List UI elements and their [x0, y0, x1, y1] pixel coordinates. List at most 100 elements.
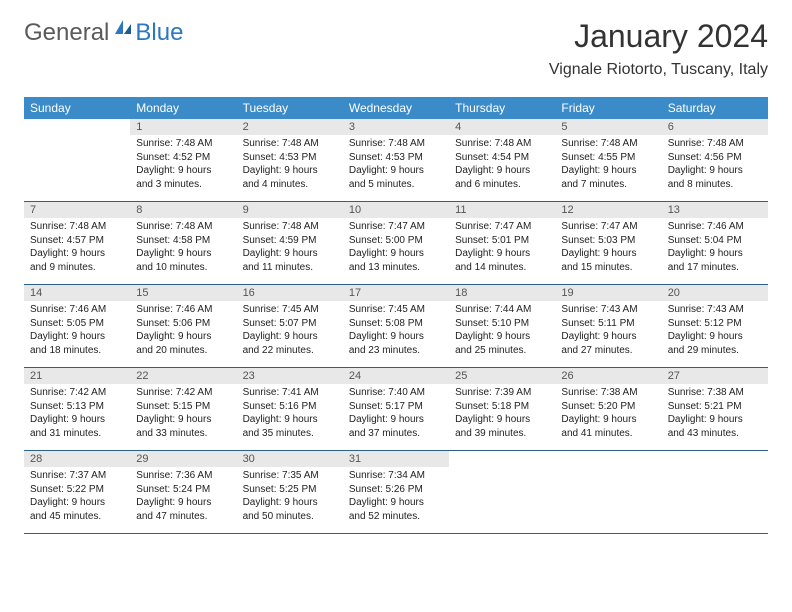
weekday-header: Tuesday [237, 97, 343, 119]
calendar-cell: 11Sunrise: 7:47 AMSunset: 5:01 PMDayligh… [449, 202, 555, 285]
weekday-header: Thursday [449, 97, 555, 119]
calendar-cell-empty [662, 451, 768, 534]
day-details: Sunrise: 7:37 AMSunset: 5:22 PMDaylight:… [24, 467, 130, 533]
calendar-cell: 5Sunrise: 7:48 AMSunset: 4:55 PMDaylight… [555, 119, 661, 202]
day-number: 25 [449, 368, 555, 384]
day-details: Sunrise: 7:44 AMSunset: 5:10 PMDaylight:… [449, 301, 555, 367]
calendar-cell-empty [555, 451, 661, 534]
calendar-cell: 21Sunrise: 7:42 AMSunset: 5:13 PMDayligh… [24, 368, 130, 451]
weekday-header: Sunday [24, 97, 130, 119]
day-details: Sunrise: 7:48 AMSunset: 4:52 PMDaylight:… [130, 135, 236, 201]
calendar-cell: 8Sunrise: 7:48 AMSunset: 4:58 PMDaylight… [130, 202, 236, 285]
day-details: Sunrise: 7:40 AMSunset: 5:17 PMDaylight:… [343, 384, 449, 450]
calendar-cell: 27Sunrise: 7:38 AMSunset: 5:21 PMDayligh… [662, 368, 768, 451]
calendar-cell-empty [24, 119, 130, 202]
logo-sail-icon [113, 18, 133, 41]
day-details: Sunrise: 7:47 AMSunset: 5:01 PMDaylight:… [449, 218, 555, 284]
day-number: 13 [662, 202, 768, 218]
day-number: 28 [24, 451, 130, 467]
day-details: Sunrise: 7:48 AMSunset: 4:57 PMDaylight:… [24, 218, 130, 284]
location: Vignale Riotorto, Tuscany, Italy [549, 61, 768, 79]
day-number: 17 [343, 285, 449, 301]
day-details: Sunrise: 7:48 AMSunset: 4:54 PMDaylight:… [449, 135, 555, 201]
day-number: 23 [237, 368, 343, 384]
day-number: 9 [237, 202, 343, 218]
day-number: 11 [449, 202, 555, 218]
calendar-cell: 29Sunrise: 7:36 AMSunset: 5:24 PMDayligh… [130, 451, 236, 534]
calendar-cell: 25Sunrise: 7:39 AMSunset: 5:18 PMDayligh… [449, 368, 555, 451]
day-number: 3 [343, 119, 449, 135]
calendar-cell: 10Sunrise: 7:47 AMSunset: 5:00 PMDayligh… [343, 202, 449, 285]
header: General Blue January 2024 Vignale Riotor… [24, 18, 768, 79]
calendar-body: 1Sunrise: 7:48 AMSunset: 4:52 PMDaylight… [24, 119, 768, 534]
logo-text-general: General [24, 19, 109, 47]
weekday-header: Friday [555, 97, 661, 119]
day-details: Sunrise: 7:48 AMSunset: 4:56 PMDaylight:… [662, 135, 768, 201]
calendar-cell: 30Sunrise: 7:35 AMSunset: 5:25 PMDayligh… [237, 451, 343, 534]
day-details: Sunrise: 7:45 AMSunset: 5:07 PMDaylight:… [237, 301, 343, 367]
day-details: Sunrise: 7:46 AMSunset: 5:05 PMDaylight:… [24, 301, 130, 367]
calendar-cell: 26Sunrise: 7:38 AMSunset: 5:20 PMDayligh… [555, 368, 661, 451]
day-number: 21 [24, 368, 130, 384]
weekday-header: Monday [130, 97, 236, 119]
day-number: 19 [555, 285, 661, 301]
day-number: 20 [662, 285, 768, 301]
calendar-cell: 12Sunrise: 7:47 AMSunset: 5:03 PMDayligh… [555, 202, 661, 285]
logo: General Blue [24, 18, 183, 47]
weekday-header: Wednesday [343, 97, 449, 119]
calendar-cell: 31Sunrise: 7:34 AMSunset: 5:26 PMDayligh… [343, 451, 449, 534]
day-details: Sunrise: 7:45 AMSunset: 5:08 PMDaylight:… [343, 301, 449, 367]
day-details: Sunrise: 7:34 AMSunset: 5:26 PMDaylight:… [343, 467, 449, 533]
day-details: Sunrise: 7:48 AMSunset: 4:53 PMDaylight:… [237, 135, 343, 201]
day-details: Sunrise: 7:47 AMSunset: 5:00 PMDaylight:… [343, 218, 449, 284]
day-number: 31 [343, 451, 449, 467]
calendar-cell: 19Sunrise: 7:43 AMSunset: 5:11 PMDayligh… [555, 285, 661, 368]
day-number: 12 [555, 202, 661, 218]
calendar-cell: 7Sunrise: 7:48 AMSunset: 4:57 PMDaylight… [24, 202, 130, 285]
calendar-cell: 24Sunrise: 7:40 AMSunset: 5:17 PMDayligh… [343, 368, 449, 451]
day-number: 6 [662, 119, 768, 135]
day-number: 18 [449, 285, 555, 301]
calendar-table: SundayMondayTuesdayWednesdayThursdayFrid… [24, 97, 768, 534]
calendar-cell: 1Sunrise: 7:48 AMSunset: 4:52 PMDaylight… [130, 119, 236, 202]
day-details: Sunrise: 7:46 AMSunset: 5:06 PMDaylight:… [130, 301, 236, 367]
calendar-cell: 23Sunrise: 7:41 AMSunset: 5:16 PMDayligh… [237, 368, 343, 451]
day-details: Sunrise: 7:38 AMSunset: 5:21 PMDaylight:… [662, 384, 768, 450]
day-number: 27 [662, 368, 768, 384]
title-block: January 2024 Vignale Riotorto, Tuscany, … [549, 18, 768, 79]
day-details: Sunrise: 7:47 AMSunset: 5:03 PMDaylight:… [555, 218, 661, 284]
day-details: Sunrise: 7:48 AMSunset: 4:59 PMDaylight:… [237, 218, 343, 284]
calendar-cell: 2Sunrise: 7:48 AMSunset: 4:53 PMDaylight… [237, 119, 343, 202]
day-details: Sunrise: 7:46 AMSunset: 5:04 PMDaylight:… [662, 218, 768, 284]
weekday-header: Saturday [662, 97, 768, 119]
calendar-cell: 13Sunrise: 7:46 AMSunset: 5:04 PMDayligh… [662, 202, 768, 285]
day-details: Sunrise: 7:48 AMSunset: 4:53 PMDaylight:… [343, 135, 449, 201]
calendar-header-row: SundayMondayTuesdayWednesdayThursdayFrid… [24, 97, 768, 119]
day-number: 5 [555, 119, 661, 135]
day-number: 26 [555, 368, 661, 384]
day-details: Sunrise: 7:36 AMSunset: 5:24 PMDaylight:… [130, 467, 236, 533]
calendar-cell: 15Sunrise: 7:46 AMSunset: 5:06 PMDayligh… [130, 285, 236, 368]
logo-text-blue: Blue [135, 19, 183, 47]
day-number: 4 [449, 119, 555, 135]
day-number: 1 [130, 119, 236, 135]
day-details: Sunrise: 7:38 AMSunset: 5:20 PMDaylight:… [555, 384, 661, 450]
calendar-cell: 20Sunrise: 7:43 AMSunset: 5:12 PMDayligh… [662, 285, 768, 368]
calendar-cell: 9Sunrise: 7:48 AMSunset: 4:59 PMDaylight… [237, 202, 343, 285]
calendar-cell: 16Sunrise: 7:45 AMSunset: 5:07 PMDayligh… [237, 285, 343, 368]
day-number: 24 [343, 368, 449, 384]
day-number: 22 [130, 368, 236, 384]
calendar-cell: 22Sunrise: 7:42 AMSunset: 5:15 PMDayligh… [130, 368, 236, 451]
day-number: 10 [343, 202, 449, 218]
calendar-cell: 28Sunrise: 7:37 AMSunset: 5:22 PMDayligh… [24, 451, 130, 534]
day-details: Sunrise: 7:48 AMSunset: 4:55 PMDaylight:… [555, 135, 661, 201]
day-details: Sunrise: 7:43 AMSunset: 5:12 PMDaylight:… [662, 301, 768, 367]
day-details: Sunrise: 7:35 AMSunset: 5:25 PMDaylight:… [237, 467, 343, 533]
day-number: 30 [237, 451, 343, 467]
day-number: 7 [24, 202, 130, 218]
day-details: Sunrise: 7:41 AMSunset: 5:16 PMDaylight:… [237, 384, 343, 450]
day-number: 14 [24, 285, 130, 301]
calendar-cell: 17Sunrise: 7:45 AMSunset: 5:08 PMDayligh… [343, 285, 449, 368]
calendar-cell: 4Sunrise: 7:48 AMSunset: 4:54 PMDaylight… [449, 119, 555, 202]
month-title: January 2024 [549, 18, 768, 55]
